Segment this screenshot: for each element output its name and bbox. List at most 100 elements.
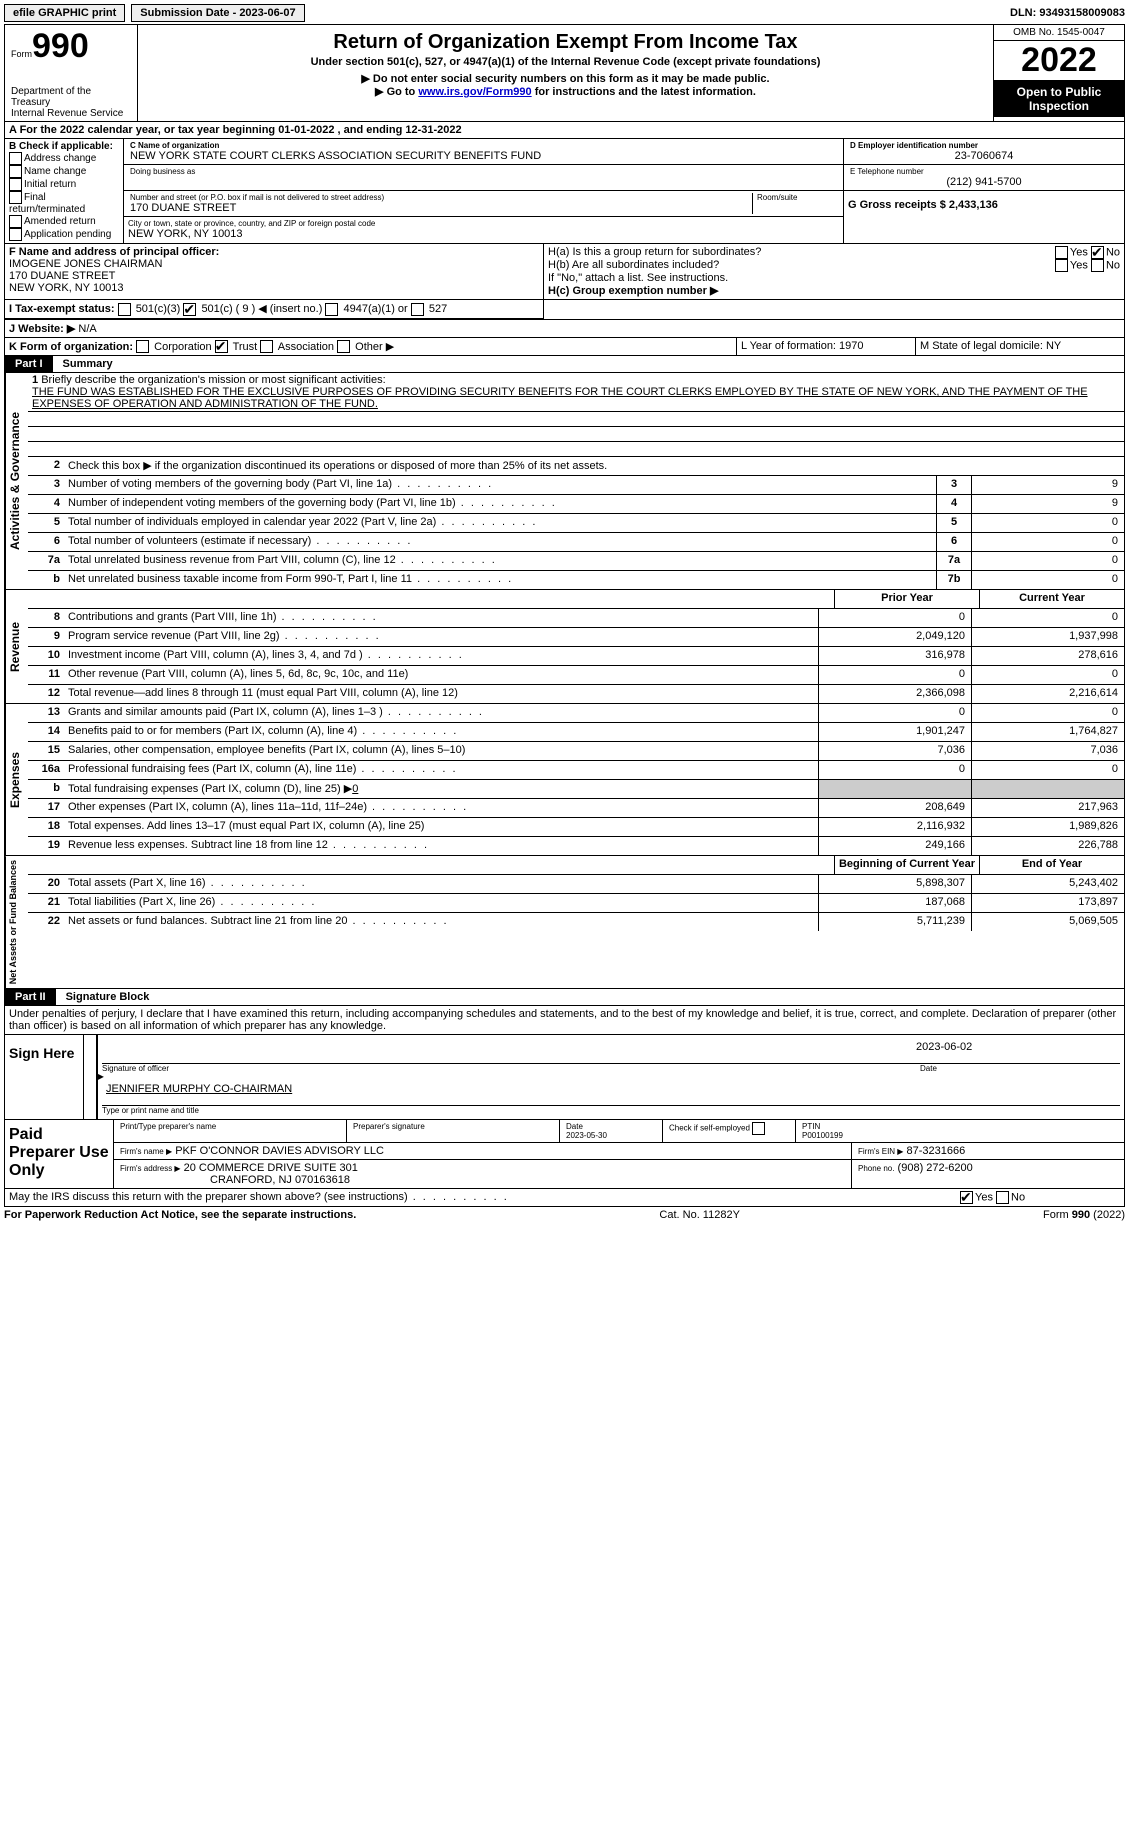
l16b: Total fundraising expenses (Part IX, col… <box>68 783 352 795</box>
hb-yes[interactable] <box>1055 259 1068 272</box>
ha-yes[interactable] <box>1055 246 1068 259</box>
v6: 0 <box>971 533 1124 551</box>
vert-activities: Activities & Governance <box>5 373 28 589</box>
declaration: Under penalties of perjury, I declare th… <box>5 1006 1124 1034</box>
check-b-label: B Check if applicable: <box>9 141 119 152</box>
cb-address[interactable] <box>9 152 22 165</box>
cb-final[interactable] <box>9 191 22 204</box>
goto-pre: ▶ Go to <box>375 86 418 98</box>
cb-527[interactable] <box>411 303 424 316</box>
l12: Total revenue—add lines 8 through 11 (mu… <box>64 685 818 703</box>
officer-h-row: F Name and address of principal officer:… <box>4 244 1125 300</box>
top-bar: efile GRAPHIC print Submission Date - 20… <box>4 4 1125 22</box>
dept-treasury: Department of the Treasury <box>11 86 131 108</box>
officer-addr2: NEW YORK, NY 10013 <box>9 282 539 294</box>
form-header: Form990 Department of the Treasury Inter… <box>4 24 1125 122</box>
check-column: B Check if applicable: Address change Na… <box>5 139 124 243</box>
part1-label: Part I <box>5 356 53 372</box>
ha-no[interactable] <box>1091 246 1104 259</box>
website-val: N/A <box>78 323 96 335</box>
l9: Program service revenue (Part VIII, line… <box>64 628 818 646</box>
v3: 9 <box>971 476 1124 494</box>
period-row: A For the 2022 calendar year, or tax yea… <box>4 122 1125 139</box>
org-name: NEW YORK STATE COURT CLERKS ASSOCIATION … <box>130 150 837 162</box>
cb-other[interactable] <box>337 340 350 353</box>
prep-sig-label: Preparer's signature <box>347 1120 560 1142</box>
e-label: E Telephone number <box>850 167 1118 176</box>
irs-label: Internal Revenue Service <box>11 108 131 119</box>
vert-revenue: Revenue <box>5 590 28 703</box>
v7a: 0 <box>971 552 1124 570</box>
l19: Revenue less expenses. Subtract line 18 … <box>64 837 818 855</box>
irs-link[interactable]: www.irs.gov/Form990 <box>418 86 531 98</box>
cb-self-employed[interactable] <box>752 1122 765 1135</box>
l8: Contributions and grants (Part VIII, lin… <box>64 609 818 627</box>
cb-trust[interactable] <box>215 340 228 353</box>
hb-no[interactable] <box>1091 259 1104 272</box>
part2-title: Signature Block <box>56 989 160 1005</box>
part1-header: Part I Summary <box>4 356 1125 373</box>
efile-button[interactable]: efile GRAPHIC print <box>4 4 125 22</box>
l13: Grants and similar amounts paid (Part IX… <box>64 704 818 722</box>
l7b: Net unrelated business taxable income fr… <box>64 571 936 589</box>
hb-label: H(b) Are all subordinates included? <box>548 259 1055 272</box>
end-year-hdr: End of Year <box>979 856 1124 874</box>
cb-501c3[interactable] <box>118 303 131 316</box>
netassets-section: Net Assets or Fund Balances Beginning of… <box>4 856 1125 989</box>
sign-arrow <box>84 1035 98 1119</box>
l10: Investment income (Part VIII, column (A)… <box>64 647 818 665</box>
l1-label: Briefly describe the organization's miss… <box>41 374 385 386</box>
form-subtitle: Under section 501(c), 527, or 4947(a)(1)… <box>142 56 989 68</box>
discuss-yes[interactable] <box>960 1191 973 1204</box>
f-label: F Name and address of principal officer: <box>9 246 539 258</box>
form-number: 990 <box>32 27 89 65</box>
website-row: J Website: ▶ N/A <box>4 320 1125 338</box>
l22: Net assets or fund balances. Subtract li… <box>64 913 818 931</box>
date-label: Date <box>920 1064 1120 1073</box>
firm-addr2: CRANFORD, NJ 070163618 <box>210 1174 350 1186</box>
identity-section: B Check if applicable: Address change Na… <box>4 139 1125 244</box>
blank1 <box>28 412 1124 427</box>
c-label: C Name of organization <box>130 141 837 150</box>
part2-header: Part II Signature Block <box>4 989 1125 1006</box>
officer-name: IMOGENE JONES CHAIRMAN <box>9 258 539 270</box>
vert-expenses: Expenses <box>5 704 28 855</box>
phone: (212) 941-5700 <box>850 176 1118 188</box>
activities-section: Activities & Governance 1 Briefly descri… <box>4 373 1125 590</box>
cb-initial[interactable] <box>9 178 22 191</box>
cb-assoc[interactable] <box>260 340 273 353</box>
l11: Other revenue (Part VIII, column (A), li… <box>64 666 818 684</box>
cb-pending[interactable] <box>9 228 22 241</box>
cb-4947[interactable] <box>325 303 338 316</box>
l7a: Total unrelated business revenue from Pa… <box>64 552 936 570</box>
sign-here-label: Sign Here <box>5 1035 84 1119</box>
prior-year-hdr: Prior Year <box>834 590 979 608</box>
discuss-no[interactable] <box>996 1191 1009 1204</box>
beg-year-hdr: Beginning of Current Year <box>834 856 979 874</box>
firm-addr1: 20 COMMERCE DRIVE SUITE 301 <box>184 1162 358 1174</box>
l16a: Professional fundraising fees (Part IX, … <box>64 761 818 779</box>
cb-amended[interactable] <box>9 215 22 228</box>
form-title: Return of Organization Exempt From Incom… <box>142 31 989 54</box>
org-city: NEW YORK, NY 10013 <box>128 228 839 240</box>
blank2 <box>28 427 1124 442</box>
ein: 23-7060674 <box>850 150 1118 162</box>
goto-post: for instructions and the latest informat… <box>532 86 756 98</box>
firm-ein: 87-3231666 <box>907 1145 966 1157</box>
expenses-section: Expenses 13Grants and similar amounts pa… <box>4 704 1125 856</box>
l15: Salaries, other compensation, employee b… <box>64 742 818 760</box>
cb-name[interactable] <box>9 165 22 178</box>
dba-label: Doing business as <box>130 167 837 176</box>
cb-501c[interactable] <box>183 303 196 316</box>
sig-date: 2023-06-02 <box>916 1041 1116 1061</box>
pra-notice: For Paperwork Reduction Act Notice, see … <box>4 1209 356 1221</box>
form-ref: Form 990 (2022) <box>1043 1209 1125 1221</box>
dln: DLN: 93493158009083 <box>1010 7 1125 19</box>
officer-addr1: 170 DUANE STREET <box>9 270 539 282</box>
ssn-note: ▶ Do not enter social security numbers o… <box>142 72 989 85</box>
l4: Number of independent voting members of … <box>64 495 936 513</box>
revenue-section: Revenue Prior Year Current Year 8Contrib… <box>4 590 1125 704</box>
cb-corp[interactable] <box>136 340 149 353</box>
i-label: I Tax-exempt status: <box>9 303 115 315</box>
declaration-row: Under penalties of perjury, I declare th… <box>4 1006 1125 1035</box>
